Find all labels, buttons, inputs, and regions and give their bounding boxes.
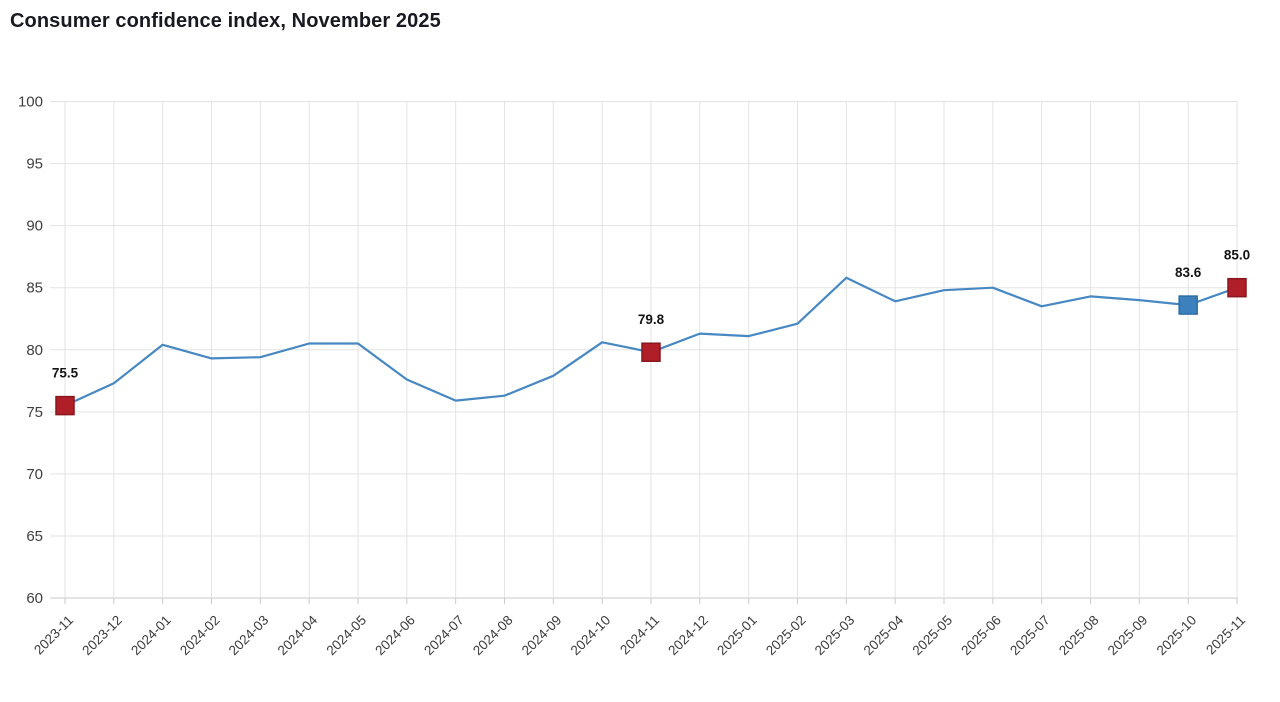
x-axis-tick-label: 2024-02 [177,613,223,659]
x-axis-tick-label: 2025-07 [1007,613,1053,659]
chart-title: Consumer confidence index, November 2025 [10,10,441,32]
y-axis-tick-label: 95 [26,156,43,173]
x-axis-tick-label: 2025-08 [1056,613,1102,659]
x-axis-tick-label: 2024-06 [372,613,418,659]
x-axis-tick-label: 2024-11 [617,613,662,658]
x-axis-tick-label: 2024-10 [568,613,614,659]
data-point-marker [55,395,75,416]
y-axis-tick-label: 60 [26,590,43,607]
x-axis-tick-label: 2025-04 [861,612,907,658]
x-axis-tick-label: 2024-08 [470,613,516,659]
y-axis-tick-label: 70 [26,466,43,483]
data-point-marker [1178,295,1198,315]
x-axis-tick-label: 2024-04 [275,612,321,658]
y-axis-tick-label: 100 [18,94,43,111]
y-axis-tick-label: 75 [26,404,43,421]
x-axis-tick-label: 2025-03 [812,613,858,659]
data-point-marker [1227,277,1247,298]
x-axis-tick-label: 2023-12 [79,613,125,659]
x-axis-tick-label: 2025-11 [1203,613,1248,658]
data-point-label: 85.0 [1224,248,1250,263]
data-point-marker [641,342,661,362]
x-axis-tick-label: 2025-01 [714,613,760,659]
y-axis-tick-label: 65 [26,528,43,545]
y-axis-tick-label: 80 [26,342,43,359]
data-point-label: 75.5 [52,366,79,381]
data-point-label: 83.6 [1175,265,1202,280]
x-axis-tick-label: 2024-07 [421,613,467,659]
x-axis-tick-label: 2023-11 [31,613,76,658]
x-axis-tick-label: 2025-06 [958,613,1004,659]
x-axis-tick-label: 2025-02 [763,613,809,659]
x-axis-tick-label: 2024-12 [665,613,711,659]
y-axis-tick-label: 85 [26,280,43,297]
x-axis-tick-label: 2025-10 [1154,613,1200,659]
x-axis-tick-label: 2024-09 [519,613,565,659]
data-point-label: 79.8 [638,312,665,327]
y-axis-tick-label: 90 [26,218,43,235]
x-axis-tick-label: 2025-09 [1105,613,1151,659]
x-axis-tick-label: 2024-05 [323,613,369,659]
x-axis-tick-label: 2025-05 [909,613,955,659]
x-axis-tick-label: 2024-03 [226,613,272,659]
x-axis-tick-label: 2024-01 [128,613,174,659]
